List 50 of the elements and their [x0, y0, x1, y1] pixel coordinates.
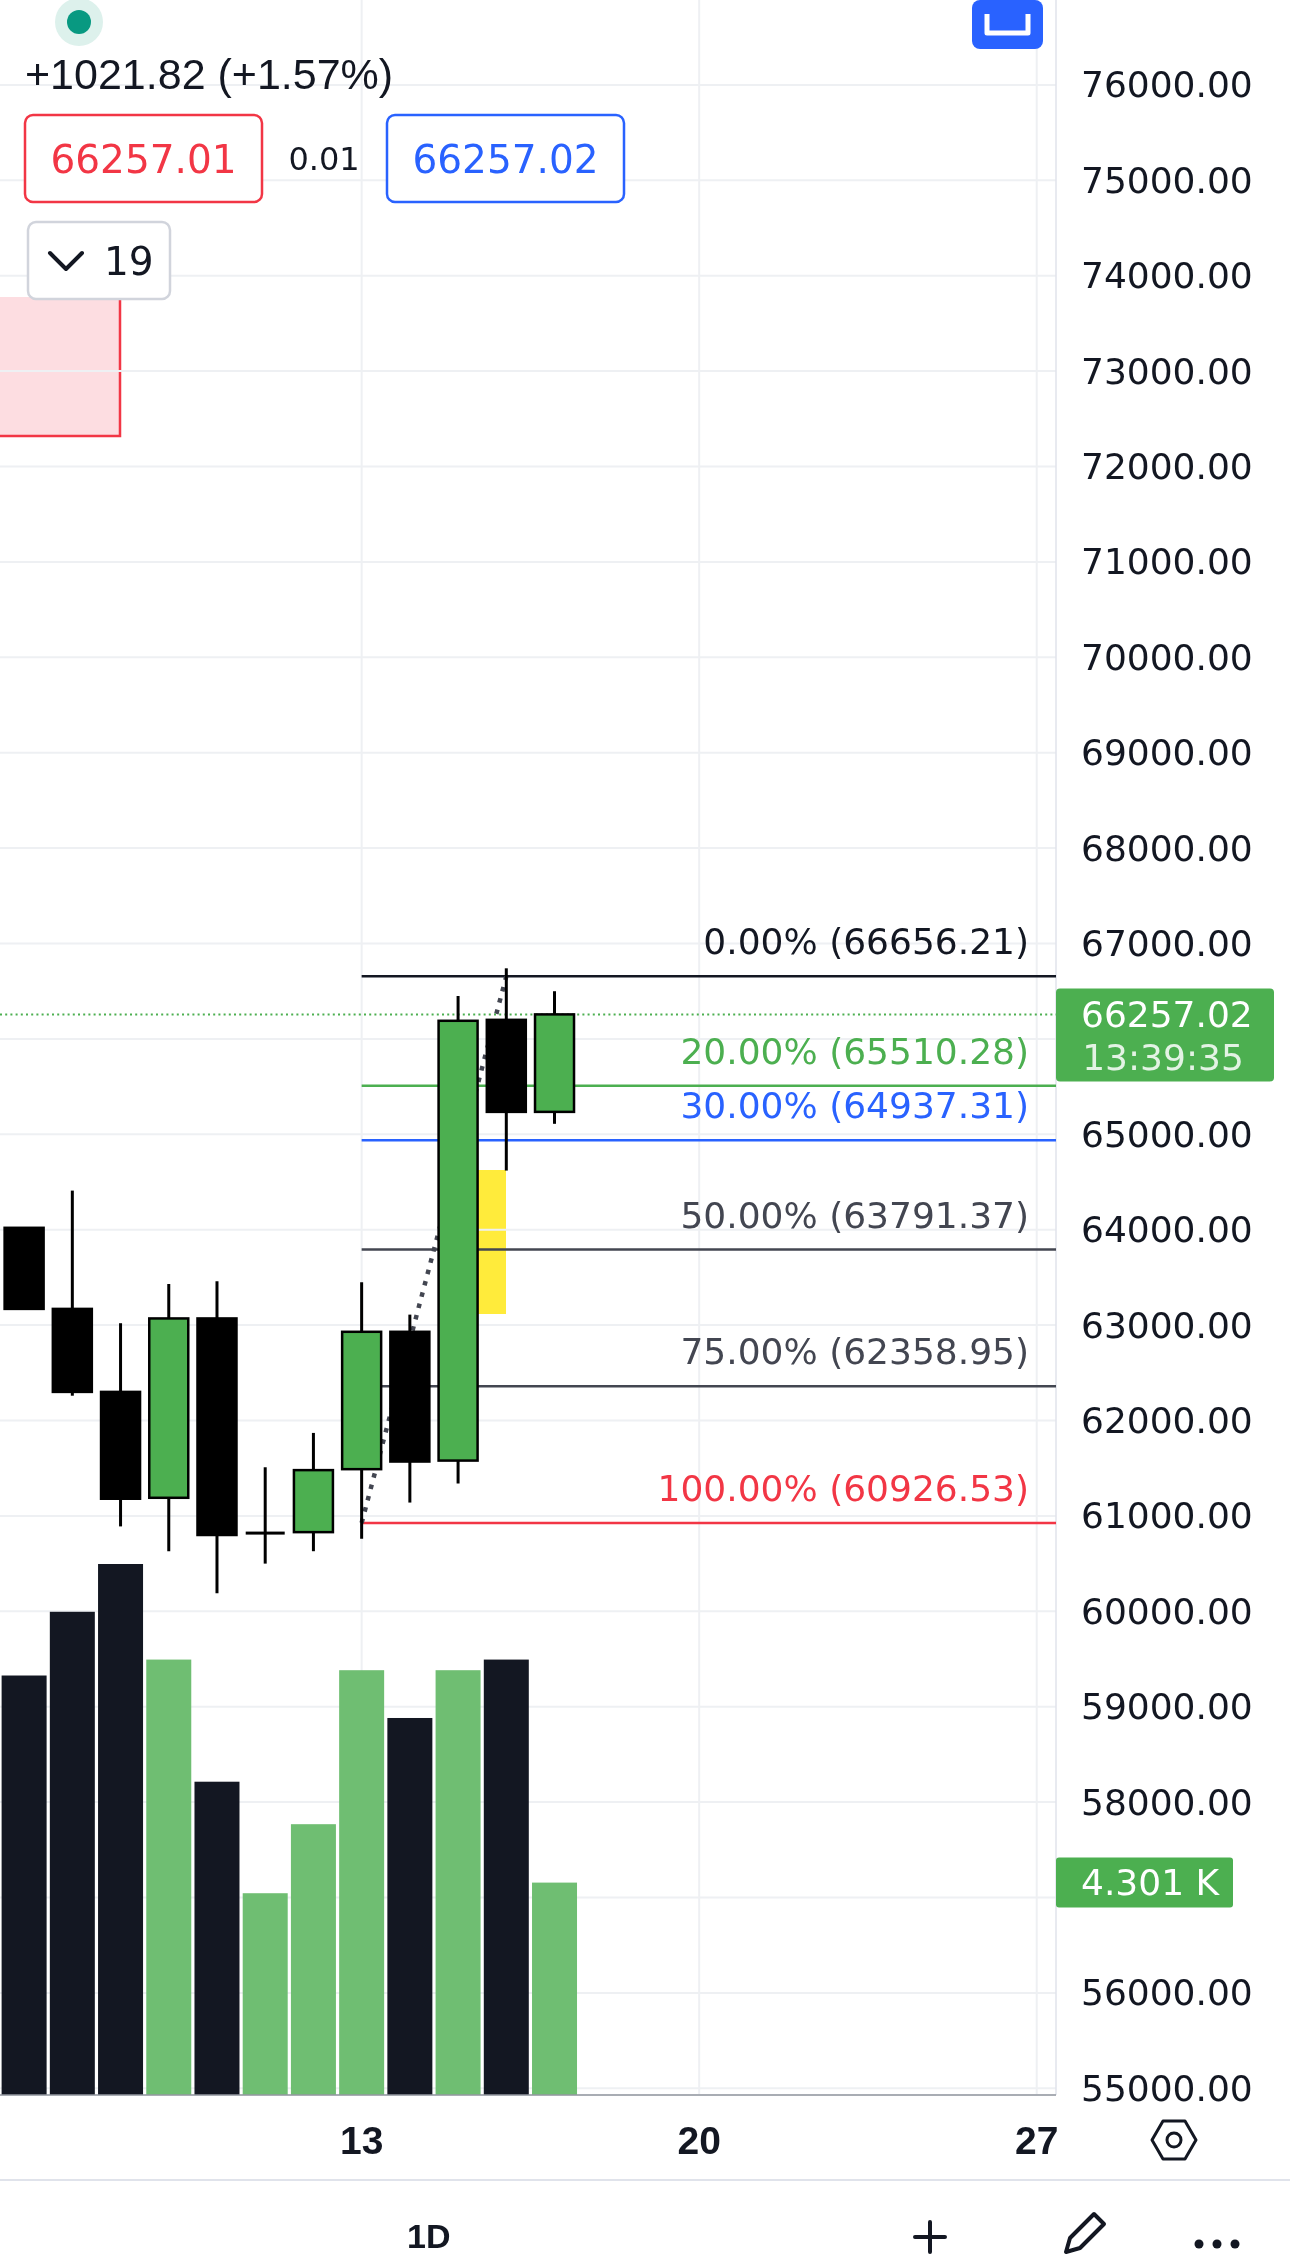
y-tick-label: 63000.00 [1081, 1304, 1253, 1346]
bar [194, 1781, 240, 2095]
series-label: 75.00% (62358.95) [680, 1331, 1029, 1373]
ref-line-label: 66257.02 [1081, 993, 1253, 1035]
bar [242, 1893, 288, 2095]
y-tick-label: 68000.00 [1081, 827, 1253, 869]
bar [1, 1675, 47, 2095]
y-tick-label: 73000.00 [1081, 350, 1253, 392]
y-tick-label: 59000.00 [1081, 1686, 1253, 1728]
bar [339, 1670, 385, 2095]
y-tick-label: 69000.00 [1081, 732, 1253, 774]
y-tick-label: 58000.00 [1081, 1781, 1253, 1823]
y-tick-label: 76000.00 [1081, 64, 1253, 106]
bar [483, 1659, 529, 2095]
y-tick-label: 74000.00 [1081, 255, 1253, 297]
text: 1D [407, 2217, 451, 2255]
y-tick-label: 64000.00 [1081, 1209, 1253, 1251]
annotation: 66257.02 [412, 136, 599, 182]
annotation: 19 [104, 238, 154, 284]
series-label: 100.00% (60926.53) [657, 1467, 1029, 1509]
series-label: 50.00% (63791.37) [680, 1194, 1029, 1236]
x-tick-label: 20 [677, 2118, 721, 2162]
annotation: 0.01 [288, 140, 360, 178]
bar [387, 1717, 433, 2095]
text: 13:39:35 [1082, 1036, 1244, 1078]
y-tick-label: 72000.00 [1081, 446, 1253, 488]
bar [49, 1611, 95, 2095]
y-tick-label: 62000.00 [1081, 1400, 1253, 1442]
series-label: 20.00% (65510.28) [680, 1030, 1029, 1072]
x-tick-label: 13 [339, 2118, 384, 2162]
series-label: 0.00% (66656.21) [703, 921, 1029, 963]
bar [435, 1670, 481, 2095]
y-tick-label: 61000.00 [1081, 1495, 1253, 1537]
annotation: +1021.82 (+1.57%) [25, 50, 394, 98]
bar [532, 1882, 578, 2095]
y-tick-label: 70000.00 [1081, 636, 1253, 678]
text: 4.301 K [1081, 1862, 1221, 1904]
y-tick-label: 55000.00 [1081, 2067, 1253, 2109]
y-tick-label: 65000.00 [1081, 1113, 1253, 1155]
x-tick-label: 27 [1015, 2118, 1059, 2162]
y-tick-label: 71000.00 [1081, 541, 1253, 583]
y-tick-label: 75000.00 [1081, 159, 1253, 201]
y-tick-label: 60000.00 [1081, 1590, 1253, 1632]
bar [146, 1659, 192, 2095]
annotation: 66257.01 [50, 136, 237, 182]
y-tick-label: 67000.00 [1081, 923, 1253, 965]
bar [290, 1824, 336, 2095]
series-label: 30.00% (64937.31) [680, 1085, 1029, 1127]
bar [98, 1564, 144, 2095]
y-tick-label: 56000.00 [1081, 1972, 1253, 2014]
